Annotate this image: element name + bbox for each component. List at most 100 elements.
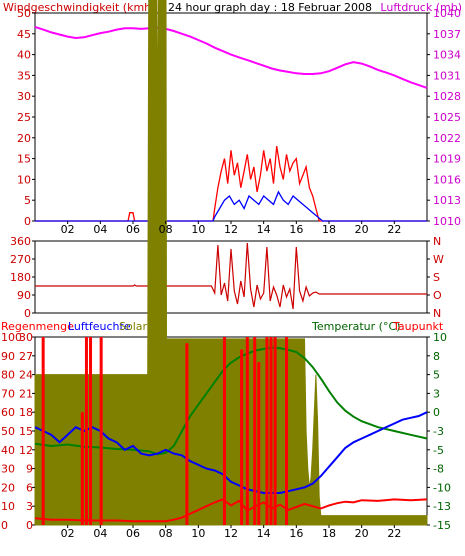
y-tick-label-left: 24 xyxy=(19,369,33,382)
y-tick-label-left: 20 xyxy=(1,481,15,494)
y-tick-label-left: 21 xyxy=(19,387,33,400)
solar-area xyxy=(34,0,428,526)
y-tick-label-left: 20 xyxy=(17,132,31,145)
y-tick-label-right: -5 xyxy=(433,444,444,457)
x-tick-label: 22 xyxy=(387,223,401,236)
dewpoint-label: Taupunkt xyxy=(392,320,444,333)
wind-speed-axis-title: Windgeschwindigkeit (kmh) xyxy=(3,1,155,14)
y-tick-label-left: 90 xyxy=(17,289,31,302)
wind-direction-plot xyxy=(35,242,427,314)
pressure-line xyxy=(34,25,428,89)
direction-line xyxy=(35,242,427,310)
y-tick-label-right: 1025 xyxy=(433,111,461,124)
x-tick-label: 12 xyxy=(224,527,238,540)
y-tick-label-right: W xyxy=(433,253,444,266)
y-tick-label-left: 40 xyxy=(1,444,15,457)
pressure-axis-title: Luftdruck (mb) xyxy=(380,1,462,14)
y-tick-label-left: 18 xyxy=(19,406,33,419)
y-tick-label-right: 1040 xyxy=(433,7,461,20)
y-tick-label-left: 80 xyxy=(1,369,15,382)
solar-label: Solar xyxy=(119,320,148,333)
y-tick-label-left: 0 xyxy=(24,307,31,320)
y-tick-label-left: 10 xyxy=(17,173,31,186)
rain-amount-label: Regenmenge xyxy=(1,320,74,333)
y-tick-label-right: 10 xyxy=(433,331,447,344)
y-tick-label-left: 25 xyxy=(17,111,31,124)
wind_gust-line xyxy=(35,145,427,222)
x-tick-label: 14 xyxy=(257,223,271,236)
x-tick-label: 04 xyxy=(93,223,107,236)
y-tick-label-right: -8 xyxy=(433,463,444,476)
x-tick-label: 08 xyxy=(159,527,173,540)
y-tick-label-right: 8 xyxy=(433,350,440,363)
y-tick-label-left: 15 xyxy=(17,153,31,166)
y-tick-label-left: 100 xyxy=(1,331,22,344)
axis-labels: 02 04 06 08 10 12 14 16 18 20 22051015202530354045… xyxy=(1,7,461,540)
y-tick-label-left: 0 xyxy=(26,519,33,532)
y-tick-label-right: 5 xyxy=(433,369,440,382)
y-tick-label-right: -15 xyxy=(433,519,451,532)
x-tick-label: 10 xyxy=(191,223,205,236)
x-tick-label: 14 xyxy=(257,527,271,540)
wind-pressure-plot xyxy=(34,25,428,222)
y-tick-label-left: 50 xyxy=(17,7,31,20)
y-tick-label-right: 1031 xyxy=(433,69,461,82)
x-tick-label: 18 xyxy=(322,527,336,540)
y-tick-label-right: 1022 xyxy=(433,132,461,145)
y-tick-label-right: O xyxy=(433,289,442,302)
y-tick-label-left: 0 xyxy=(1,519,8,532)
y-tick-label-right: 1016 xyxy=(433,173,461,186)
y-tick-label-left: 45 xyxy=(17,28,31,41)
y-tick-label-left: 3 xyxy=(26,500,33,513)
y-tick-label-left: 6 xyxy=(26,481,33,494)
y-tick-label-right: N xyxy=(433,235,441,248)
y-tick-label-left: 5 xyxy=(24,194,31,207)
y-tick-label-left: 30 xyxy=(1,463,15,476)
y-tick-label-left: 12 xyxy=(19,444,33,457)
x-tick-label: 06 xyxy=(126,527,140,540)
y-tick-label-right: 1037 xyxy=(433,28,461,41)
y-tick-label-left: 9 xyxy=(26,463,33,476)
wind-pressure-panel-frame xyxy=(34,12,428,222)
x-tick-label: 08 xyxy=(159,223,173,236)
y-tick-label-left: 27 xyxy=(19,350,33,363)
y-tick-label-right: -3 xyxy=(433,425,444,438)
temperature-label: Temperatur (°C) xyxy=(311,320,400,333)
x-tick-label: 20 xyxy=(355,527,369,540)
y-tick-label-left: 50 xyxy=(1,425,15,438)
climate-plot xyxy=(34,0,428,526)
y-tick-label-left: 360 xyxy=(10,235,31,248)
y-tick-label-left: 60 xyxy=(1,406,15,419)
y-tick-label-left: 30 xyxy=(19,331,33,344)
y-tick-label-right: -10 xyxy=(433,481,451,494)
x-tick-label: 10 xyxy=(191,527,205,540)
y-tick-label-left: 70 xyxy=(1,387,15,400)
x-tick-label: 06 xyxy=(126,223,140,236)
y-tick-label-left: 180 xyxy=(10,271,31,284)
y-tick-label-right: 1028 xyxy=(433,90,461,103)
y-tick-label-left: 35 xyxy=(17,69,31,82)
wind_avg-line xyxy=(35,190,427,222)
x-tick-label: 02 xyxy=(61,223,75,236)
y-tick-label-right: 1013 xyxy=(433,194,461,207)
x-tick-label: 16 xyxy=(289,527,303,540)
y-tick-label-left: 30 xyxy=(17,90,31,103)
y-tick-label-right: 1010 xyxy=(433,215,461,228)
y-tick-label-left: 0 xyxy=(24,215,31,228)
y-tick-label-left: 270 xyxy=(10,253,31,266)
y-tick-label-right: S xyxy=(433,271,440,284)
x-tick-label: 02 xyxy=(61,527,75,540)
y-tick-label-left: 15 xyxy=(19,425,33,438)
y-tick-label-left: 90 xyxy=(1,350,15,363)
y-tick-label-right: 3 xyxy=(433,387,440,400)
x-tick-label: 04 xyxy=(93,527,107,540)
x-tick-label: 16 xyxy=(289,223,303,236)
x-tick-label: 18 xyxy=(322,223,336,236)
x-tick-label: 20 xyxy=(355,223,369,236)
chart-title: 24 hour graph day : 18 Februar 2008 xyxy=(168,1,372,14)
y-tick-label-right: -13 xyxy=(433,500,451,513)
y-tick-label-right: 0 xyxy=(433,406,440,419)
y-tick-label-right: 1019 xyxy=(433,153,461,166)
